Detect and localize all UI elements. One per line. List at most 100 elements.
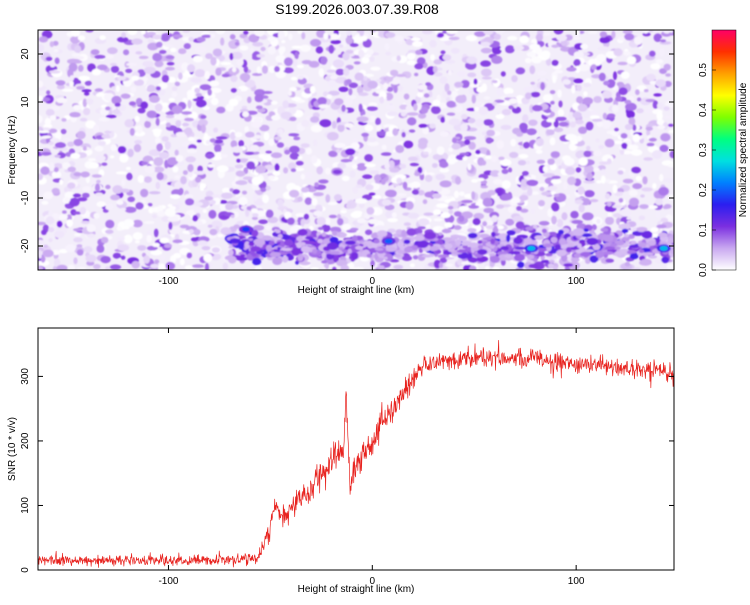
spectrogram-cell (439, 37, 451, 41)
spectrogram-cell (600, 175, 606, 184)
spectrogram-cell (356, 116, 369, 122)
spectrogram-cell (86, 233, 96, 238)
spectrogram-cell (267, 45, 276, 55)
spectrogram-cell (659, 48, 665, 57)
spectrogram-cell (328, 90, 340, 96)
spectrogram-cell (412, 189, 419, 195)
spectrogram-cell (194, 87, 201, 94)
spectrogram-cell (82, 192, 90, 199)
spectrogram-cell (640, 194, 645, 198)
spectrogram-cell (160, 106, 170, 113)
spectrogram-cell (642, 176, 648, 185)
spectrogram-cell (262, 154, 273, 162)
spectrogram-cell (596, 121, 604, 128)
spectrogram-cell (98, 117, 110, 122)
spectrogram-cell (600, 169, 607, 176)
spectrogram-cell (221, 192, 233, 199)
spectrogram-band-cell (528, 263, 539, 269)
spectrogram-cell (660, 39, 667, 43)
spectrogram-cell (134, 139, 143, 145)
spectrogram-cell (406, 52, 416, 60)
spectrogram-cell (370, 259, 375, 267)
spectrogram-cell (126, 62, 138, 67)
spectrogram-cell (529, 43, 541, 51)
spectrogram-cell (190, 237, 199, 242)
spectrogram-cell (454, 211, 462, 217)
spectrogram-cell (454, 81, 464, 88)
spectrogram-cell (140, 101, 148, 109)
spectrogram-cell (239, 73, 250, 82)
spectrogram-cell (172, 34, 183, 39)
spectrogram-band-cell (272, 257, 283, 266)
spectrogram-cell (277, 199, 284, 208)
spectrogram-band-cell (585, 258, 591, 264)
spectrogram-cell (341, 223, 352, 231)
spectrogram-cell (361, 56, 370, 64)
spectrogram-cell (49, 41, 55, 48)
spectrogram-band-cell (321, 232, 327, 237)
spectrogram-cell (473, 106, 480, 112)
spectrogram-cell (458, 205, 470, 212)
spectrogram-cell (354, 72, 364, 81)
spectrogram-cell (524, 57, 532, 64)
spectrogram-cell (596, 219, 601, 224)
spectrogram-cell (137, 245, 147, 251)
snr-xtick-label: -100 (158, 576, 178, 587)
spectrogram-cell (547, 158, 555, 165)
spectrogram-cell (597, 165, 606, 171)
colorbar-tick-label: 0.0 (698, 263, 709, 277)
spectrogram-cell (495, 30, 506, 35)
spectrogram-cell (577, 63, 590, 72)
spectrogram-cell (629, 189, 638, 197)
spectrogram-band-cell (331, 230, 338, 236)
spectrogram-cell (646, 142, 655, 147)
spectrogram-cell (618, 87, 628, 95)
spectrogram-band-cell (489, 255, 500, 263)
spectrogram-band-cell (456, 249, 468, 253)
spectrogram-cell (326, 94, 333, 99)
spectrogram-cell (291, 91, 296, 98)
spectrogram-cell (135, 202, 144, 210)
spectrogram-cell (551, 44, 559, 48)
spectrogram-cell (589, 199, 599, 203)
spectrogram-cell (49, 162, 55, 172)
spectrogram-band-cell (374, 252, 379, 260)
spectrogram-cell (402, 181, 408, 190)
spectrogram-cell (534, 140, 541, 144)
spectrogram-cell (105, 54, 114, 59)
spectrogram-cell (123, 49, 130, 56)
spectrogram-cell (418, 112, 427, 119)
spectrogram-cell (110, 144, 118, 152)
spectrogram-cell (620, 71, 630, 79)
spectrogram-cell (385, 189, 397, 198)
spectrogram-cell (210, 56, 217, 66)
spectrogram-cell (210, 33, 216, 39)
spectrogram-cell (485, 225, 494, 230)
spectrogram-cell (511, 106, 522, 114)
spectrogram-cell (530, 91, 541, 98)
spectrogram-cell (198, 119, 208, 127)
spectrogram-cell (310, 39, 322, 47)
spectrogram-cell (144, 66, 156, 75)
spectrogram-band-cell (592, 244, 601, 251)
spectrogram-band-cell (541, 228, 548, 233)
spectrogram-cell (152, 214, 157, 219)
spectrogram-cell (183, 43, 191, 50)
spectrogram-cell (73, 138, 83, 147)
spectrogram-cell (105, 184, 111, 190)
spectrogram-cell (578, 126, 588, 134)
spectrogram-band-cell (455, 239, 462, 246)
spectrogram-cell (208, 209, 217, 219)
snr-frame (37, 327, 675, 571)
spectrogram-cell (522, 171, 529, 176)
spectrogram-band-cell (602, 234, 614, 242)
spectrogram-cell (566, 67, 577, 72)
spectrogram-cell (270, 100, 278, 105)
spectrogram-cell (316, 216, 326, 226)
spectrogram-cell (650, 63, 661, 70)
spectrogram-band-cell (265, 244, 273, 252)
spectrogram-cell (124, 119, 134, 128)
spectrogram-cell (73, 172, 82, 177)
spectrogram-cell (132, 232, 143, 240)
spectrogram-cell (515, 267, 524, 270)
